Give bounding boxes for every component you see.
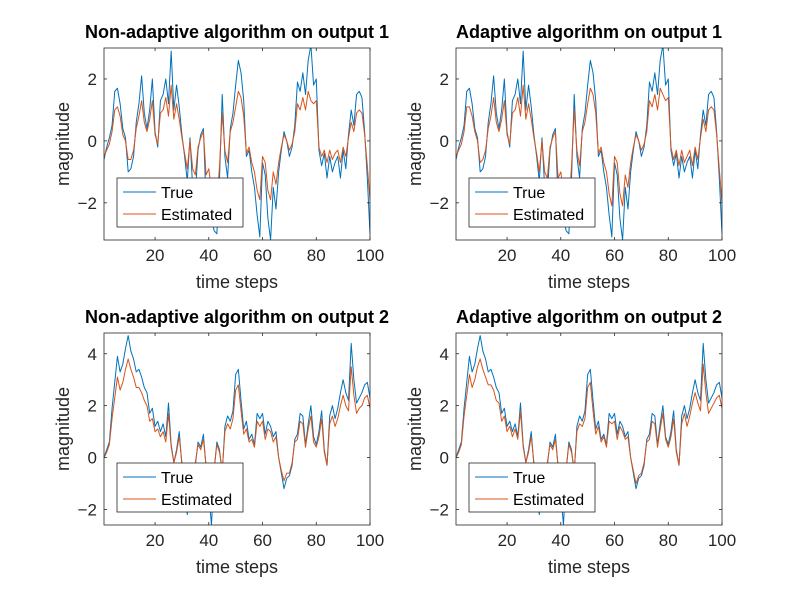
chart-title: Adaptive algorithm on output 1 — [456, 22, 722, 42]
x-tick-label: 40 — [551, 531, 570, 550]
series-line-true — [104, 48, 370, 240]
x-axis-label: time steps — [548, 557, 630, 577]
y-tick-label: 2 — [440, 70, 449, 89]
x-tick-label: 80 — [659, 246, 678, 265]
legend: True Estimated — [468, 462, 596, 513]
y-tick-label: 0 — [88, 449, 97, 468]
y-tick-label: 4 — [440, 345, 449, 364]
y-tick-label: 0 — [440, 132, 449, 151]
x-tick-label: 80 — [659, 531, 678, 550]
y-tick-label: 0 — [88, 132, 97, 151]
y-tick-label: 2 — [440, 397, 449, 416]
y-tick-label: −2 — [78, 194, 97, 213]
legend: True Estimated — [116, 177, 244, 228]
series-line-estimated — [104, 358, 370, 508]
y-axis-label: magnitude — [53, 102, 73, 186]
series-line-estimated — [456, 358, 722, 510]
y-axis-label: magnitude — [405, 102, 425, 186]
y-tick-label: 4 — [88, 345, 97, 364]
subplot-3: 20 40 60 80 100 −2 0 2 4 Non-adaptive algorithm o… — [53, 307, 389, 577]
x-tick-label: 60 — [253, 246, 272, 265]
x-tick-label: 20 — [498, 246, 517, 265]
axes-box — [103, 332, 371, 526]
x-tick-label: 60 — [605, 531, 624, 550]
series-group — [456, 48, 722, 240]
y-tick-label: −2 — [430, 194, 449, 213]
y-axis-label: magnitude — [405, 387, 425, 471]
x-tick-label: 80 — [307, 246, 326, 265]
series-line-estimated — [104, 84, 370, 204]
legend-label-estimated: Estimated — [161, 492, 232, 509]
series-line-estimated — [456, 84, 722, 207]
legend-box — [116, 177, 244, 228]
legend: True Estimated — [116, 462, 244, 513]
x-tick-label: 60 — [605, 246, 624, 265]
chart-title: Adaptive algorithm on output 2 — [456, 307, 722, 327]
x-tick-label: 40 — [199, 246, 218, 265]
series-line-true — [456, 48, 722, 240]
x-tick-label: 100 — [356, 531, 384, 550]
y-tick-label: 0 — [440, 449, 449, 468]
legend-label-estimated: Estimated — [161, 207, 232, 224]
legend-label-estimated: Estimated — [513, 207, 584, 224]
y-tick-label: −2 — [78, 500, 97, 519]
legend-box — [468, 462, 596, 513]
legend-box — [116, 462, 244, 513]
y-tick-label: 2 — [88, 397, 97, 416]
subplot-1: 20 40 60 80 100 −2 0 2 Non-adaptive algorithm on… — [53, 22, 389, 292]
chart-title: Non-adaptive algorithm on output 1 — [85, 22, 389, 42]
series-group — [104, 335, 370, 525]
x-tick-label: 40 — [551, 246, 570, 265]
x-tick-label: 100 — [708, 531, 736, 550]
subplot-2: 20 40 60 80 100 −2 0 2 Adaptive algorithm on out… — [405, 22, 736, 292]
x-tick-label: 40 — [199, 531, 218, 550]
x-tick-label: 100 — [708, 246, 736, 265]
legend-label-true: True — [161, 185, 193, 202]
x-tick-label: 20 — [146, 246, 165, 265]
x-tick-label: 60 — [253, 531, 272, 550]
legend-box — [468, 177, 596, 228]
x-axis-label: time steps — [196, 272, 278, 292]
y-axis-label: magnitude — [53, 387, 73, 471]
axes-box — [103, 47, 371, 241]
subplot-4: 20 40 60 80 100 −2 0 2 4 Adaptive algorithm on ou… — [405, 307, 736, 577]
chart-title: Non-adaptive algorithm on output 2 — [85, 307, 389, 327]
x-tick-label: 80 — [307, 531, 326, 550]
legend: True Estimated — [468, 177, 596, 228]
y-tick-label: 2 — [88, 70, 97, 89]
x-tick-label: 20 — [146, 531, 165, 550]
legend-label-estimated: Estimated — [513, 492, 584, 509]
x-tick-label: 100 — [356, 246, 384, 265]
axes-box — [455, 332, 723, 526]
y-tick-label: −2 — [430, 500, 449, 519]
x-axis-label: time steps — [196, 557, 278, 577]
series-group — [456, 335, 722, 525]
legend-label-true: True — [513, 185, 545, 202]
x-tick-label: 20 — [498, 531, 517, 550]
series-group — [104, 48, 370, 240]
axes-box — [455, 47, 723, 241]
legend-label-true: True — [161, 470, 193, 487]
x-axis-label: time steps — [548, 272, 630, 292]
legend-label-true: True — [513, 470, 545, 487]
